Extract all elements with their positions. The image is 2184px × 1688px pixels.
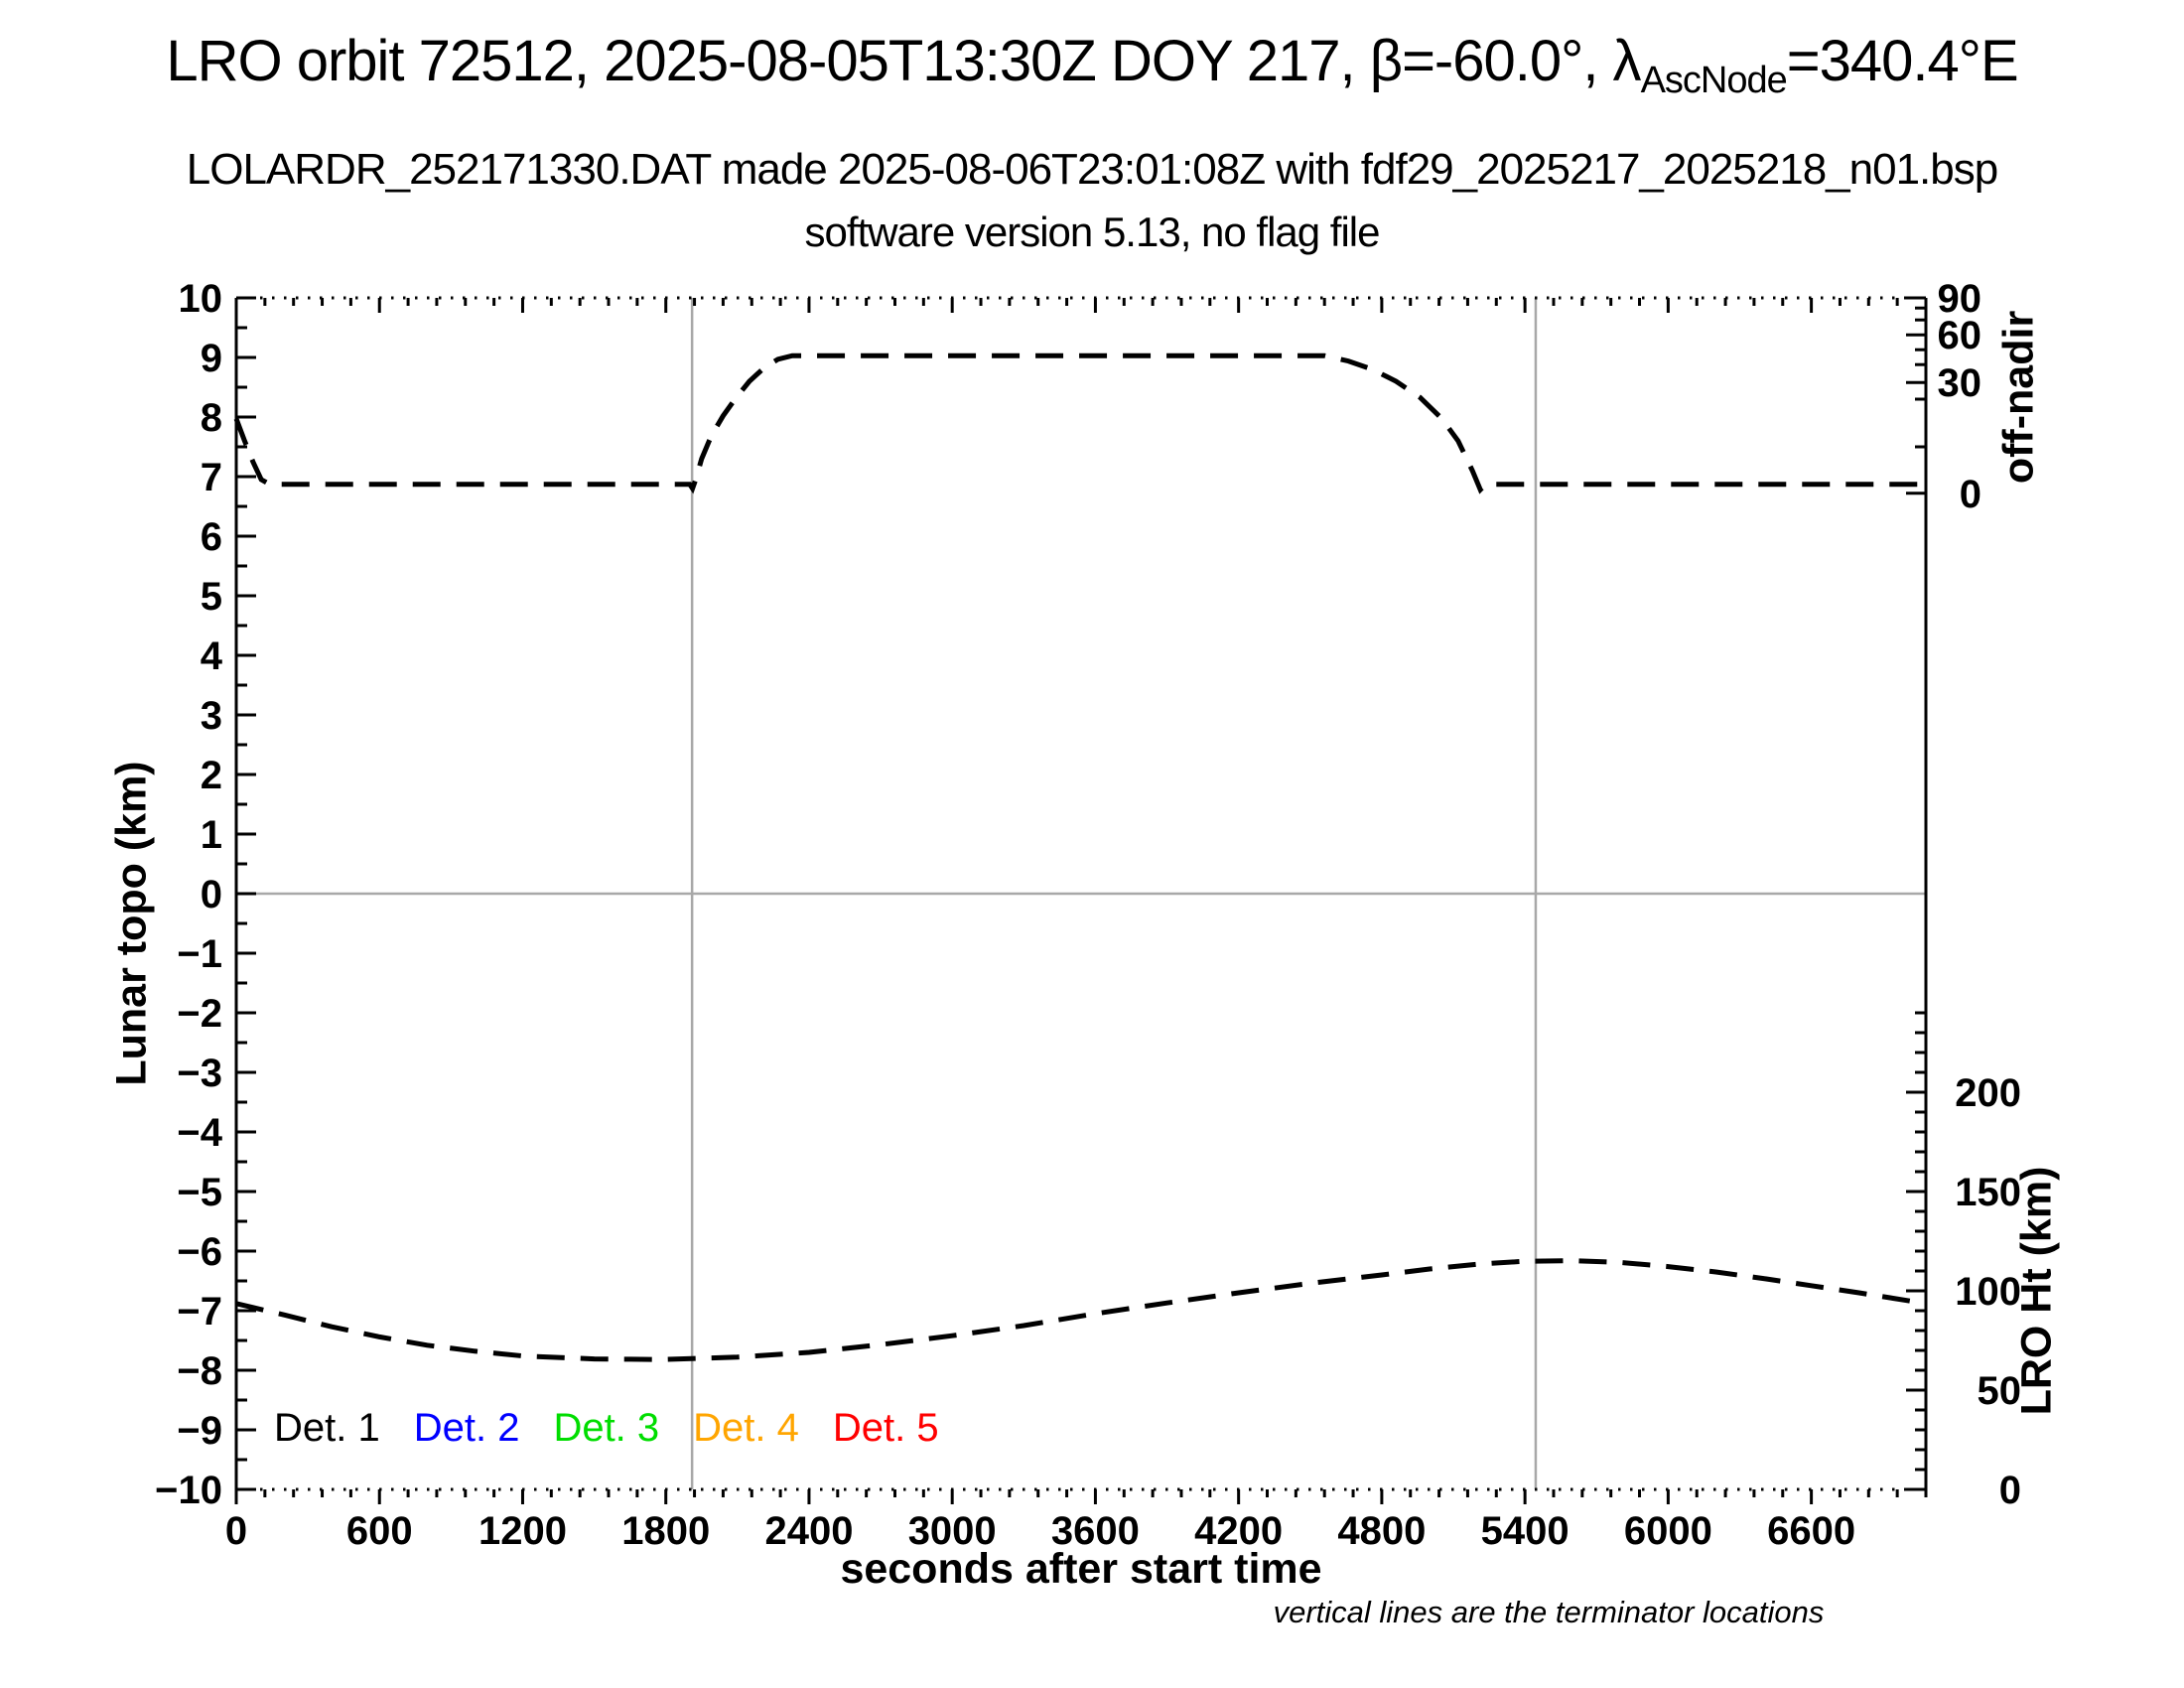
y-left-tick-label: 6 [201, 515, 222, 559]
subtitle-datafile: LOLARDR_252171330.DAT made 2025-08-06T23… [186, 145, 1998, 194]
y-left-tick-label: 1 [201, 813, 222, 857]
x-tick-label: 0 [225, 1509, 247, 1553]
page-title: LRO orbit 72512, 2025-08-05T13:30Z DOY 2… [0, 28, 2184, 101]
series-1 [233, 352, 1926, 494]
off-nadir-tick-label: 30 [1938, 361, 1982, 405]
lro-ht-tick-label: 100 [1955, 1270, 2021, 1314]
legend-item-det-4: Det. 4 [693, 1406, 799, 1450]
y-left-tick-label: 9 [201, 337, 222, 380]
x-tick-label: 1800 [621, 1509, 710, 1553]
off-nadir-tick-label: 60 [1938, 314, 1982, 357]
y-left-tick-label: 3 [201, 694, 222, 738]
x-tick-label: 600 [346, 1509, 413, 1553]
lro-ht-tick-label: 50 [1978, 1369, 2022, 1413]
legend-item-det-2: Det. 2 [413, 1406, 520, 1450]
x-tick-label: 3000 [908, 1509, 997, 1553]
x-axis-title: seconds after start time [840, 1545, 1322, 1593]
y-left-tick-label: −3 [177, 1052, 222, 1095]
y-left-tick-label: 5 [201, 575, 222, 619]
title-subscript: AscNode [1640, 60, 1788, 101]
lro-ht-tick-label: 200 [1955, 1071, 2021, 1115]
y-left-tick-label: 7 [201, 456, 222, 499]
x-tick-label: 3600 [1051, 1509, 1140, 1553]
y-left-tick-label: −7 [177, 1290, 222, 1334]
right-axis-title-lro-ht: LRO Ht (km) [2012, 1166, 2061, 1416]
x-tick-label: 1200 [478, 1509, 567, 1553]
x-tick-label: 4800 [1337, 1509, 1426, 1553]
y-left-tick-label: 4 [201, 634, 223, 678]
legend-item-det-1: Det. 1 [274, 1406, 380, 1450]
y-left-tick-label: −1 [177, 932, 222, 976]
lro-ht-tick-label: 0 [1999, 1469, 2021, 1512]
subtitle-software-version: software version 5.13, no flag file [804, 209, 1380, 255]
detector-legend: Det. 1 Det. 2 Det. 3 Det. 4 Det. 5 [274, 1406, 939, 1451]
y-left-tick-label: −6 [177, 1230, 222, 1274]
y-left-tick-label: −2 [177, 992, 222, 1036]
x-tick-label: 5400 [1481, 1509, 1570, 1553]
off-nadir-tick-label: 90 [1938, 277, 1982, 321]
y-left-tick-label: 8 [201, 396, 222, 440]
legend-item-det-3: Det. 3 [553, 1406, 660, 1450]
title-suffix: =340.4°E [1786, 29, 2019, 93]
legend-item-det-5: Det. 5 [832, 1406, 939, 1450]
y-left-tick-label: 10 [179, 277, 223, 321]
y-left-tick-label: −4 [177, 1111, 222, 1155]
left-axis-title: Lunar topo (km) [107, 761, 156, 1086]
y-left-tick-label: −10 [155, 1469, 222, 1512]
series-2 [235, 1258, 1927, 1362]
terminator-note: vertical lines are the terminator locati… [1273, 1595, 1825, 1629]
x-tick-label: 6600 [1767, 1509, 1855, 1553]
lro-ht-tick-label: 150 [1955, 1171, 2021, 1214]
off-nadir-tick-label: 0 [1960, 473, 1981, 516]
x-tick-label: 4200 [1194, 1509, 1283, 1553]
x-tick-label: 2400 [764, 1509, 853, 1553]
right-axis-title-off-nadir: off-nadir [1994, 310, 2043, 485]
y-left-tick-label: −9 [177, 1409, 222, 1453]
y-left-tick-label: −5 [177, 1171, 222, 1214]
title-main: LRO orbit 72512, 2025-08-05T13:30Z DOY 2… [166, 29, 1641, 93]
x-tick-label: 6000 [1624, 1509, 1712, 1553]
y-left-tick-label: 2 [201, 754, 222, 797]
y-left-tick-label: 0 [201, 873, 222, 916]
y-left-tick-label: −8 [177, 1349, 222, 1393]
